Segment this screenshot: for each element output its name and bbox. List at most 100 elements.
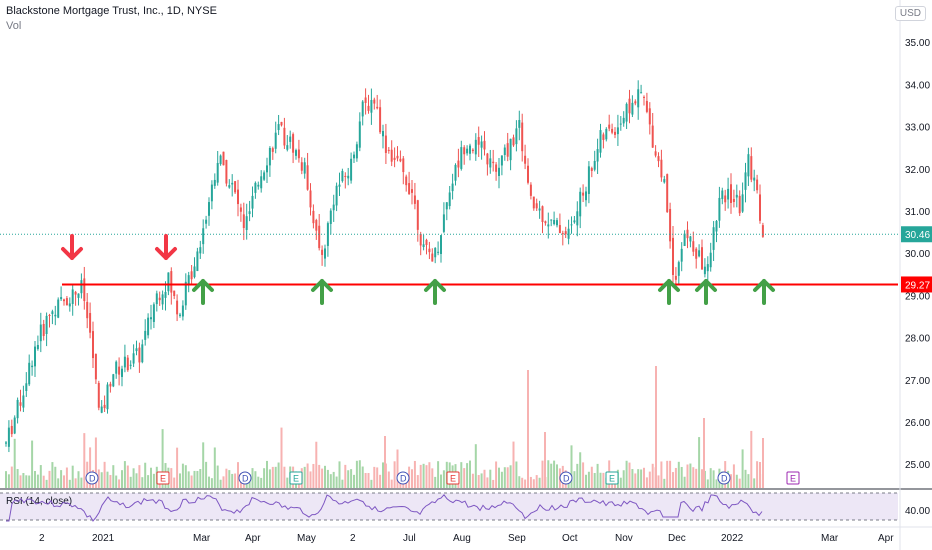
candle-body: [411, 189, 413, 193]
volume-bar: [373, 466, 376, 488]
volume-bar: [181, 463, 184, 488]
candle-body: [245, 216, 248, 230]
dividend-marker-badge: [559, 471, 573, 485]
arrow-head: [753, 279, 775, 292]
volume-bar: [674, 467, 677, 488]
earnings-marker[interactable]: E: [289, 471, 303, 485]
candle-body: [39, 324, 42, 342]
y-tick-label: 34.00: [905, 80, 930, 91]
volume-bar: [689, 463, 692, 488]
volume-bar: [515, 461, 518, 488]
volume-bar: [425, 465, 428, 488]
candle-body: [179, 314, 181, 316]
volume-bar: [663, 478, 666, 488]
candle-body: [65, 298, 68, 306]
volume-bar: [94, 437, 97, 488]
candle-body: [118, 366, 121, 375]
candle-body: [379, 107, 382, 133]
candle-body: [683, 233, 686, 247]
candle-body: [45, 315, 48, 334]
volume-bar: [68, 479, 71, 488]
volume-bar: [384, 436, 386, 488]
volume-bar: [411, 469, 413, 488]
volume-bar: [509, 465, 512, 488]
candle-body: [170, 271, 173, 293]
candle-body: [321, 249, 324, 255]
volume-bar: [65, 467, 68, 488]
candle-body: [477, 137, 480, 145]
candle-body: [36, 344, 39, 350]
volume-bar: [535, 475, 538, 488]
dividend-marker[interactable]: D: [559, 471, 573, 485]
volume-bar: [500, 471, 503, 488]
earnings-marker[interactable]: E: [605, 471, 619, 485]
candle-body: [266, 165, 268, 173]
earnings-marker[interactable]: E: [446, 471, 460, 485]
volume-bar: [672, 472, 674, 488]
candle-body: [350, 158, 353, 181]
candle-body: [94, 354, 97, 380]
volume-bar: [544, 432, 546, 488]
candle-body: [376, 106, 379, 109]
y-tick-label: 35.00: [905, 38, 930, 49]
volume-bar: [538, 477, 541, 488]
volume-bar: [213, 447, 216, 488]
volume-bar: [150, 467, 152, 488]
candle-body: [92, 331, 94, 359]
volume-bar: [437, 461, 440, 488]
candle-body: [5, 442, 7, 444]
volume-bar: [732, 464, 735, 488]
candle-body: [274, 132, 277, 149]
last-price-value: 30.46: [905, 230, 930, 241]
candle-body: [466, 148, 469, 154]
candle-body: [419, 234, 422, 246]
candle-body: [390, 149, 393, 162]
arrow-head: [155, 247, 177, 260]
volume-bar: [492, 479, 495, 488]
volume-bar: [31, 440, 34, 488]
volume-bar: [590, 466, 593, 488]
volume-bar: [602, 472, 605, 488]
volume-bar: [80, 477, 83, 488]
volume-bar: [147, 475, 150, 488]
volume-bar: [541, 460, 544, 488]
candle-body: [332, 204, 335, 211]
earnings-marker[interactable]: E: [786, 471, 800, 485]
candle-body: [77, 293, 80, 298]
candle-body: [448, 192, 451, 207]
candle-body: [460, 147, 463, 169]
candle-body: [724, 195, 727, 203]
volume-bar: [335, 476, 338, 488]
down-arrow-icon: [155, 234, 177, 260]
volume-bar: [179, 473, 181, 488]
volume-bar: [677, 461, 680, 488]
volume-bar: [5, 471, 7, 488]
candle-body: [738, 195, 741, 214]
candle-body: [324, 248, 326, 259]
candle-body: [498, 167, 500, 176]
up-arrow-icon: [753, 279, 775, 305]
candle-body: [16, 399, 19, 419]
volume-bar: [266, 460, 268, 488]
candle-body: [570, 224, 573, 226]
rsi-label: RSI (14, close): [6, 496, 72, 507]
volume-bar: [413, 460, 416, 488]
volume-bar: [416, 475, 419, 488]
earnings-marker[interactable]: E: [156, 471, 170, 485]
level-price-value: 29.27: [905, 280, 930, 291]
volume-bar: [625, 460, 628, 488]
volume-bar: [762, 438, 764, 488]
x-tick-label: Mar: [193, 533, 211, 544]
volume-bar: [318, 464, 321, 488]
candle-body: [347, 175, 350, 179]
candle-body: [413, 195, 416, 204]
dividend-marker[interactable]: D: [717, 471, 731, 485]
candle-body: [608, 124, 611, 129]
candle-body: [89, 313, 92, 333]
dividend-marker[interactable]: D: [396, 471, 410, 485]
candle-body: [660, 159, 663, 178]
currency-badge[interactable]: USD: [894, 6, 926, 21]
dividend-marker[interactable]: D: [85, 471, 99, 485]
dividend-marker[interactable]: D: [238, 471, 252, 485]
